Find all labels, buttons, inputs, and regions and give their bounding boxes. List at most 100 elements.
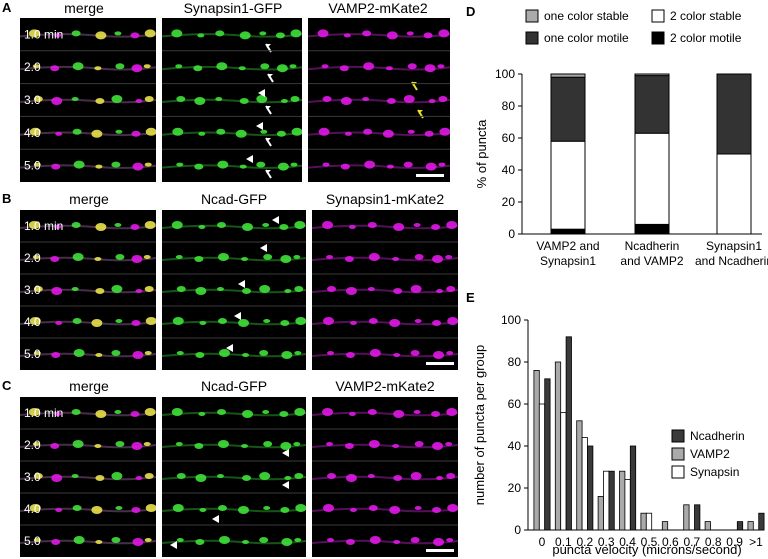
- bar: [538, 403, 546, 531]
- time-label: 2.0: [24, 438, 41, 452]
- panel-a-title-vamp2-mkate2: VAMP2-mKate2: [328, 0, 428, 16]
- legend-label: Ncadherin: [690, 429, 745, 443]
- punctum: [198, 225, 206, 229]
- punctum: [423, 32, 433, 39]
- punctum: [280, 507, 290, 513]
- punctum: [393, 353, 401, 357]
- punctum: [131, 442, 143, 450]
- time-label: 4.0: [24, 502, 41, 516]
- punctum: [198, 412, 206, 416]
- punctum: [29, 317, 41, 325]
- x-tick-label: 0.3: [598, 535, 615, 549]
- bar: [576, 420, 583, 531]
- punctum: [28, 221, 40, 229]
- punctum: [367, 409, 377, 415]
- punctum: [54, 225, 62, 229]
- punctum: [199, 508, 207, 512]
- bar-segment: [634, 75, 670, 134]
- panel-b-title-ncad-gfp: Ncad-GFP: [200, 191, 268, 207]
- punctum: [279, 224, 289, 230]
- x-tick-label: and Ncadherin: [695, 254, 768, 268]
- panel-label-c: C: [2, 378, 12, 393]
- legend-swatch: [651, 31, 665, 45]
- punctum: [95, 410, 107, 418]
- punctum: [111, 472, 123, 480]
- micrograph-canvas: [312, 408, 458, 552]
- punctum: [33, 286, 43, 292]
- punctum: [72, 253, 84, 261]
- punctum: [238, 319, 250, 327]
- punctum: [175, 64, 183, 69]
- punctum: [144, 96, 154, 102]
- y-tick-label: 100: [495, 67, 515, 81]
- panel-label-d: D: [466, 4, 475, 19]
- punctum: [389, 506, 401, 514]
- punctum: [345, 474, 357, 482]
- punctum: [425, 162, 437, 171]
- bar-segment: [634, 132, 670, 225]
- micrograph-canvas: [308, 29, 450, 177]
- bar-segment: [550, 76, 586, 142]
- punctum: [32, 442, 40, 446]
- panel-b-title-synapsin-mkate2: Synapsin1-mKate2: [325, 191, 445, 207]
- punctum: [71, 97, 79, 101]
- bar: [683, 504, 690, 531]
- punctum: [72, 505, 82, 511]
- punctum: [238, 506, 250, 514]
- punctum: [51, 97, 63, 105]
- punctum: [290, 96, 300, 102]
- scale-bar: [426, 362, 454, 365]
- y-tick-label: 80: [502, 99, 516, 113]
- time-label: 5.0: [24, 347, 41, 361]
- punctum: [195, 539, 205, 545]
- punctum: [242, 540, 250, 544]
- punctum: [54, 33, 62, 38]
- punctum: [195, 474, 207, 482]
- punctum: [362, 30, 372, 37]
- punctum: [260, 129, 268, 134]
- punctum: [432, 507, 442, 513]
- punctum: [294, 538, 302, 542]
- punctum: [445, 442, 453, 446]
- punctum: [367, 474, 375, 478]
- punctum: [326, 255, 334, 259]
- punctum: [172, 504, 184, 512]
- punctum: [111, 537, 121, 543]
- punctum: [438, 162, 446, 167]
- punctum: [294, 473, 304, 479]
- punctum: [176, 286, 186, 292]
- punctum: [280, 255, 292, 263]
- punctum: [197, 33, 205, 38]
- legend-swatch: [671, 429, 685, 443]
- micrograph-b-synapsin-mkate2: [312, 210, 458, 370]
- bar-segment: [550, 73, 586, 78]
- punctum: [263, 319, 271, 323]
- panel-c-title-ncad-gfp: Ncad-GFP: [200, 378, 268, 394]
- punctum: [260, 63, 270, 70]
- punctum: [130, 224, 140, 230]
- arrowhead-icon: [238, 280, 245, 288]
- y-tick-label: 20: [508, 481, 522, 495]
- punctum: [327, 351, 335, 355]
- punctum: [385, 66, 393, 71]
- punctum: [410, 537, 420, 543]
- punctum: [145, 504, 156, 512]
- punctum: [280, 99, 288, 103]
- punctum: [290, 162, 298, 167]
- punctum: [218, 536, 230, 544]
- punctum: [131, 255, 143, 263]
- punctum: [294, 408, 306, 416]
- punctum: [94, 66, 102, 71]
- punctum: [414, 254, 424, 260]
- punctum: [216, 62, 228, 71]
- panel-label-e: E: [466, 290, 475, 305]
- punctum: [428, 99, 436, 103]
- punctum: [111, 161, 121, 168]
- time-label: 4.0: [24, 126, 41, 140]
- legend-label: Synapsin: [690, 465, 739, 479]
- x-tick-label: 0.4: [619, 535, 636, 549]
- bar-segment: [634, 223, 670, 235]
- bar: [603, 470, 610, 531]
- punctum: [135, 289, 143, 293]
